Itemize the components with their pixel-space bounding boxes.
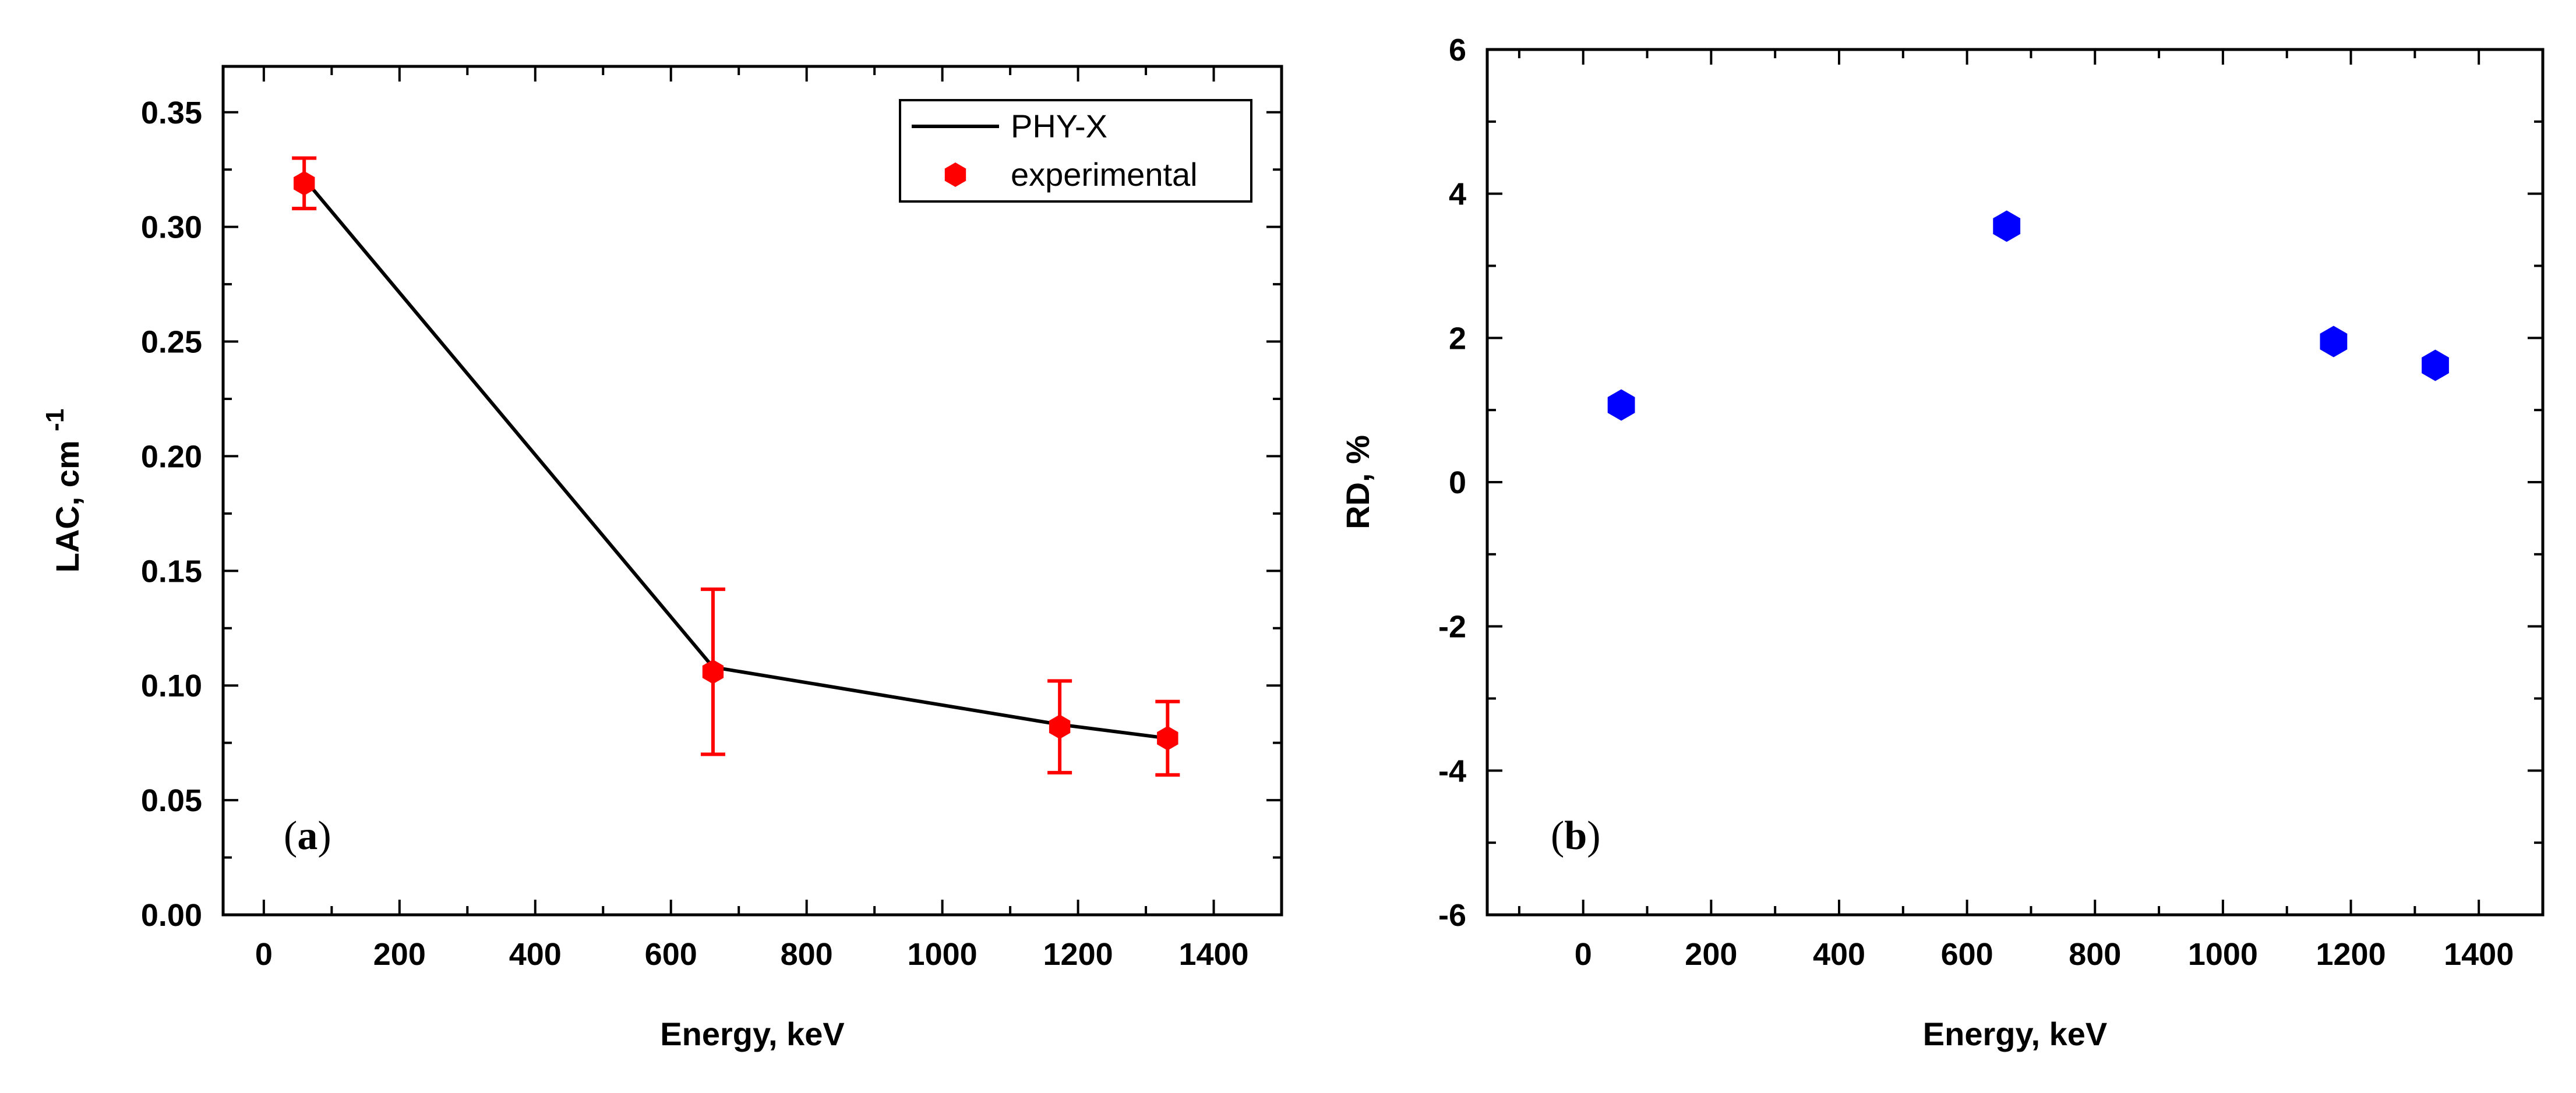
x-tick-label: 600 [1941, 937, 1993, 972]
data-point-experimental [294, 171, 315, 196]
y-tick-label: -4 [1438, 754, 1466, 788]
panel-label-open-paren: ( [284, 813, 297, 858]
y-tick-label: 0.05 [141, 783, 202, 818]
x-tick-label: 800 [2069, 937, 2121, 972]
panel-label-open-paren: ( [1551, 813, 1564, 858]
panel-label-close-paren: ) [317, 813, 331, 858]
y-tick-label: 0.30 [141, 210, 202, 245]
panel-label-close-paren: ) [1587, 813, 1600, 858]
plot-frame [221, 65, 1283, 917]
data-point-experimental [1157, 726, 1178, 751]
y-tick-label: 4 [1449, 177, 1466, 212]
x-tick-label: 200 [373, 937, 426, 972]
x-tick-label: 1400 [1178, 937, 1248, 972]
panel-label: (b) [1551, 813, 1601, 858]
y-tick-label: 2 [1449, 321, 1466, 356]
panel-label: (a) [284, 813, 331, 858]
y-tick-label: 0 [1449, 465, 1466, 500]
legend-entry-phy-x: PHY-X [1011, 108, 1107, 144]
x-tick-label: 1200 [1043, 937, 1113, 972]
data-point-rd [1607, 389, 1635, 421]
y-axis-title: RD, % [1339, 435, 1376, 529]
y-axis-title: LAC, cm -1 [41, 409, 86, 573]
y-tick-label: -6 [1438, 898, 1466, 933]
x-tick-label: 800 [781, 937, 833, 972]
x-axis-title: Energy, keV [1923, 1016, 2107, 1052]
x-tick-label: 1400 [2444, 937, 2514, 972]
y-tick-label: 0.15 [141, 554, 202, 589]
chart-panel-a: 0 200 400 600 800 1000 1200 1400 0.00 0.05 0.10 0.1… [41, 65, 1283, 1052]
y-tick-label: 0.35 [141, 95, 202, 130]
data-point-experimental [1049, 714, 1071, 740]
x-tick-label: 0 [255, 937, 273, 972]
x-tick-label: 1200 [2316, 937, 2386, 972]
y-tick-label: 0.00 [141, 898, 202, 933]
y-tick-label: 6 [1449, 33, 1466, 68]
x-tick-label: 400 [1813, 937, 1865, 972]
x-tick-label: 1000 [2188, 937, 2258, 972]
panel-label-letter: a [297, 813, 317, 858]
y-tick-label: -2 [1438, 610, 1466, 645]
series-line-phy-x [302, 178, 1168, 740]
chart-panel-b: 0 200 400 600 800 1000 1200 1400 -6 -4 -2 0 2 4 6 Energ… [1339, 33, 2545, 1052]
data-point-rd [2422, 349, 2449, 381]
plot-frame [1485, 48, 2545, 917]
y-tick-label: 0.20 [141, 439, 202, 474]
y-axis-title-text: LAC, cm [49, 431, 86, 573]
legend-entry-experimental: experimental [1011, 156, 1198, 193]
x-tick-label: 1000 [908, 937, 978, 972]
x-tick-label: 200 [1685, 937, 1737, 972]
y-tick-label: 0.25 [141, 325, 202, 360]
panel-label-letter: b [1564, 813, 1587, 858]
y-axis-title-superscript: -1 [41, 409, 69, 431]
x-axis-title: Energy, keV [660, 1016, 844, 1052]
data-point-rd [1993, 210, 2021, 242]
x-tick-label: 600 [645, 937, 697, 972]
y-tick-label: 0.10 [141, 668, 202, 703]
data-point-experimental [702, 659, 724, 684]
x-tick-label: 400 [509, 937, 562, 972]
legend-point-swatch [944, 162, 966, 187]
x-tick-label: 0 [1575, 937, 1592, 972]
data-point-rd [2320, 326, 2348, 358]
